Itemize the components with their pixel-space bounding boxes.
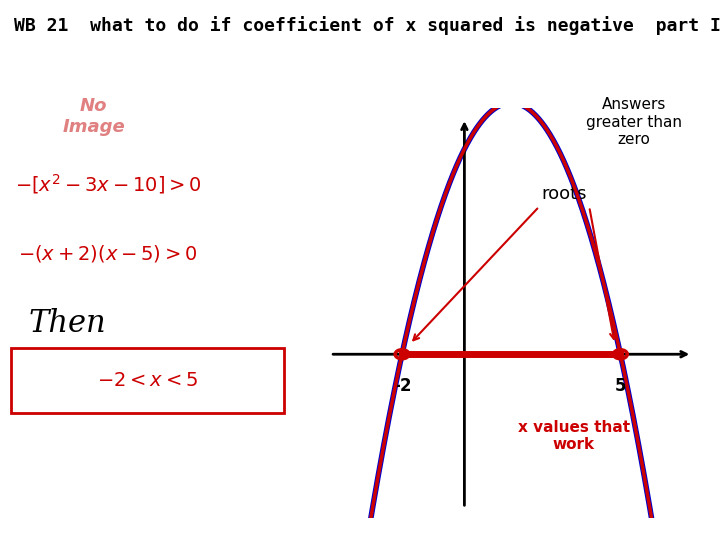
FancyBboxPatch shape xyxy=(11,348,284,413)
Text: Answers
greater than
zero: Answers greater than zero xyxy=(585,97,682,147)
Text: 5: 5 xyxy=(615,377,626,395)
Text: WB 21  what to do if coefficient of x squared is negative  part I: WB 21 what to do if coefficient of x squ… xyxy=(14,16,720,35)
Text: -2: -2 xyxy=(392,377,411,395)
Text: x values that
work: x values that work xyxy=(518,420,630,453)
Text: No
Image: No Image xyxy=(62,97,125,136)
Text: $-(x + 2)(x - 5) > 0$: $-(x + 2)(x - 5) > 0$ xyxy=(18,244,198,264)
Text: $-[x^2 - 3x - 10] > 0$: $-[x^2 - 3x - 10] > 0$ xyxy=(14,172,202,195)
Text: $-2 < x < 5$: $-2 < x < 5$ xyxy=(97,371,198,390)
Text: roots: roots xyxy=(541,185,587,203)
Text: Then: Then xyxy=(29,308,107,340)
